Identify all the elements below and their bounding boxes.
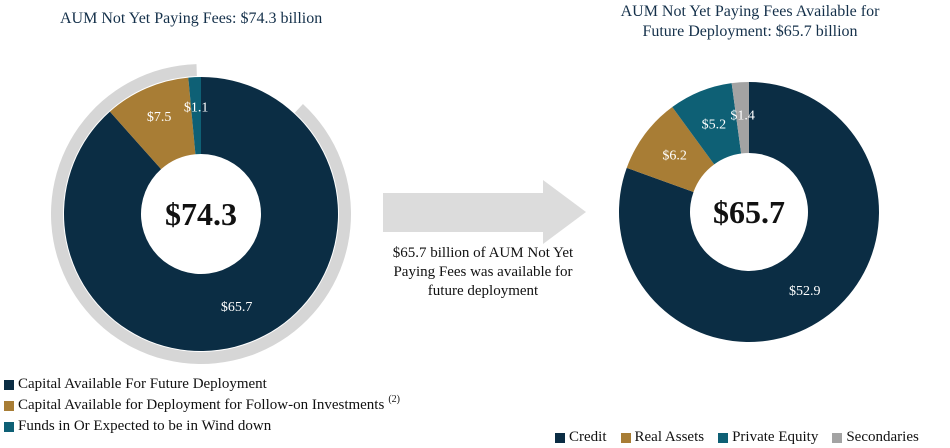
slice-value-label: $5.2 [702, 117, 727, 132]
right-chart-title-line-1: AUM Not Yet Paying Fees Available for [620, 3, 880, 20]
legend-label: Capital Available For Future Deployment [18, 376, 267, 392]
legend-swatch [4, 421, 14, 432]
donut-center-total: $65.7 [713, 194, 785, 230]
legend-item: Real Assets [620, 429, 705, 446]
legend-label: Private Equity [732, 429, 819, 445]
right-chart-title: AUM Not Yet Paying Fees Available for Fu… [570, 2, 930, 42]
donut-slice [672, 83, 742, 165]
slice-value-label: $65.7 [221, 300, 253, 315]
right-donut-chart: $52.9 $6.2 $5.2$1.4 $65.7 [619, 82, 880, 342]
legend-swatch [555, 432, 565, 443]
donut-center-total: $74.3 [165, 196, 237, 232]
legend-item: Private Equity [718, 429, 818, 446]
legend-item: Credit [555, 429, 607, 446]
donut-slice [188, 77, 201, 155]
slice-value-label: $1.4 [730, 109, 755, 124]
legend-label: Funds in Or Expected to be in Wind down [18, 418, 272, 434]
legend-label: Capital Available for Deployment for Fol… [18, 397, 385, 413]
left-legend: Capital Available For Future Deployment … [4, 374, 400, 437]
footnote-marker: (2) [388, 394, 400, 405]
legend-item: Capital Available For Future Deployment [4, 374, 400, 395]
legend-item: Funds in Or Expected to be in Wind down [4, 416, 400, 437]
legend-item: Secondaries [832, 429, 919, 446]
left-donut-chart: $65.7 $7.5 $1.1 $74.3 [63, 77, 338, 352]
slice-value-label: $52.9 [789, 284, 821, 299]
donut-slice [619, 82, 880, 342]
legend-swatch [832, 432, 843, 443]
donut-slice [109, 77, 196, 170]
donut-slice [63, 77, 338, 352]
right-legend: Credit Real Assets Private Equity Second… [555, 429, 919, 446]
arrow-annotation: $65.7 billion of AUM Not Yet Paying Fees… [392, 245, 574, 299]
slice-value-label: $6.2 [662, 149, 687, 164]
legend-swatch [4, 400, 14, 411]
right-chart-title-line-2: Future Deployment: $65.7 billion [642, 23, 858, 40]
donut-slice [731, 82, 749, 154]
legend-swatch [718, 432, 729, 443]
right-arrow-icon [383, 180, 586, 244]
slice-value-label: $7.5 [147, 110, 172, 125]
legend-item: Capital Available for Deployment for Fol… [4, 394, 400, 416]
legend-swatch [620, 432, 631, 443]
legend-swatch [4, 379, 14, 390]
legend-label: Secondaries [846, 429, 919, 445]
donut-slice [626, 107, 715, 192]
left-chart-title: AUM Not Yet Paying Fees: $74.3 billion [60, 10, 323, 27]
legend-label: Real Assets [634, 429, 705, 445]
slice-value-label: $1.1 [184, 101, 209, 116]
legend-label: Credit [569, 429, 607, 445]
